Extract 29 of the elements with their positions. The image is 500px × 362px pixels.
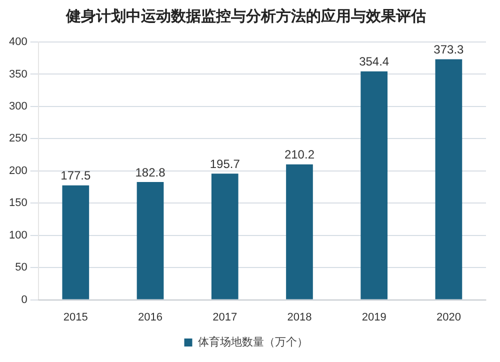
y-tick-label: 50 [15,262,28,274]
bar [435,59,462,300]
x-tick-label: 2015 [63,311,88,324]
data-label: 210.2 [284,148,315,162]
bar [286,164,313,300]
y-tick-label: 300 [8,100,28,112]
y-tick-label: 400 [8,36,28,48]
x-tick-label: 2020 [436,311,461,324]
data-label: 177.5 [60,168,91,183]
y-tick-label: 350 [8,68,28,80]
y-tick-label: 100 [8,229,28,242]
data-label: 373.3 [434,42,464,57]
x-tick-label: 2017 [212,311,238,324]
bar [136,182,164,300]
y-tick-label: 250 [8,132,28,145]
data-label: 195.7 [210,156,240,171]
y-tick-label: 0 [21,294,28,306]
legend-label: 体育场地数量（万个） [198,336,308,349]
x-tick-label: 2019 [362,311,386,324]
y-tick-label: 200 [8,164,28,177]
x-tick-label: 2018 [287,311,312,324]
data-label: 354.4 [359,54,390,69]
bar [62,185,90,300]
bar [211,174,238,300]
x-tick-label: 2016 [138,311,163,324]
data-label: 182.8 [135,165,166,180]
y-tick-label: 150 [8,197,28,210]
chart-title: 健身计划中运动数据监控与分析方法的应用与效果评估 [65,6,426,25]
bar [360,71,388,300]
